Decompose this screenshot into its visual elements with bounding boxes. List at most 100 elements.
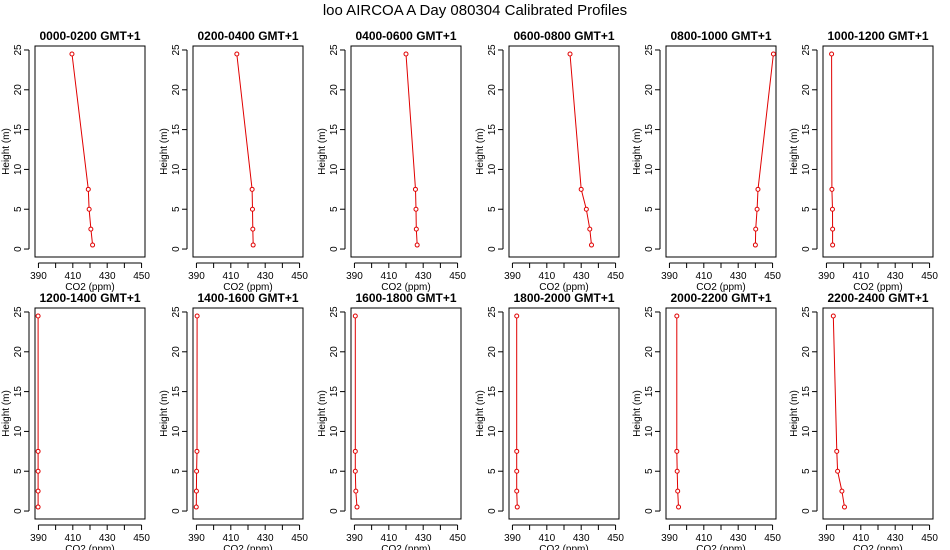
y-axis-label: Height (m) xyxy=(159,128,170,175)
y-tick-label: 20 xyxy=(644,84,655,96)
panel-title: 1200-1400 GMT+1 xyxy=(39,291,140,305)
data-point xyxy=(413,226,419,232)
data-point xyxy=(674,313,680,319)
y-tick-label: 20 xyxy=(329,84,340,96)
y-axis-label: Height (m) xyxy=(159,390,170,437)
data-point xyxy=(85,186,91,192)
y-tick-label: 10 xyxy=(329,163,340,175)
x-tick-label: 390 xyxy=(661,533,678,544)
profile-line xyxy=(831,53,834,246)
x-tick-label: 410 xyxy=(64,533,81,544)
x-tick-label: 430 xyxy=(573,533,590,544)
x-tick-label: 390 xyxy=(504,533,521,544)
y-tick-label: 10 xyxy=(644,163,655,175)
x-tick-label: 390 xyxy=(188,533,205,544)
figure-title: loo AIRCOA A Day 080304 Calibrated Profi… xyxy=(322,2,628,19)
panel-title: 1000-1200 GMT+1 xyxy=(827,29,928,43)
data-point xyxy=(88,226,94,232)
x-tick-label: 450 xyxy=(921,271,938,282)
y-tick-label: 15 xyxy=(487,124,498,136)
y-tick-label: 25 xyxy=(329,44,340,56)
x-tick-label: 410 xyxy=(64,271,81,282)
y-tick-label: 15 xyxy=(171,124,182,136)
profile-panel-5: 0800-1000 GMT+1 390 410 430 450 CO2 (ppm) 0 5 10… xyxy=(632,29,781,293)
x-tick-label: 430 xyxy=(887,271,904,282)
data-point xyxy=(770,51,776,57)
x-tick-label: 390 xyxy=(30,533,47,544)
y-axis-label: Height (m) xyxy=(1,128,12,175)
y-tick-label: 20 xyxy=(171,346,182,358)
y-tick-label: 25 xyxy=(329,306,340,318)
x-axis-label: CO2 (ppm) xyxy=(696,544,745,550)
data-point xyxy=(249,206,255,212)
y-tick-label: 25 xyxy=(13,44,24,56)
data-point xyxy=(841,504,847,510)
data-point xyxy=(35,488,41,494)
data-point xyxy=(834,448,840,454)
y-tick-label: 25 xyxy=(644,306,655,318)
y-tick-label: 10 xyxy=(487,163,498,175)
y-tick-label: 5 xyxy=(171,206,182,212)
data-point xyxy=(352,448,358,454)
data-point xyxy=(587,226,593,232)
y-tick-label: 0 xyxy=(487,508,498,514)
x-tick-label: 390 xyxy=(346,271,363,282)
y-tick-label: 5 xyxy=(13,206,24,212)
data-point xyxy=(514,488,520,494)
data-point xyxy=(830,226,836,232)
y-tick-label: 15 xyxy=(13,386,24,398)
data-point xyxy=(35,448,41,454)
x-tick-label: 450 xyxy=(133,271,150,282)
y-tick-label: 15 xyxy=(487,386,498,398)
x-axis-label: CO2 (ppm) xyxy=(223,282,272,293)
profile-panel-9: 1600-1800 GMT+1 390 410 430 450 CO2 (ppm) 0 5 10… xyxy=(317,291,466,550)
x-tick-label: 450 xyxy=(449,533,466,544)
data-point xyxy=(69,51,75,57)
profile-line xyxy=(71,53,94,246)
x-tick-label: 390 xyxy=(661,271,678,282)
y-axis-label: Height (m) xyxy=(789,128,800,175)
x-axis-label: CO2 (ppm) xyxy=(539,544,588,550)
x-tick-label: 390 xyxy=(504,271,521,282)
data-point xyxy=(35,313,41,319)
y-tick-label: 0 xyxy=(329,508,340,514)
x-axis-label: CO2 (ppm) xyxy=(853,282,902,293)
y-tick-label: 10 xyxy=(487,425,498,437)
x-tick-label: 430 xyxy=(257,533,274,544)
data-point xyxy=(90,242,96,248)
data-point xyxy=(830,313,836,319)
x-tick-label: 450 xyxy=(921,533,938,544)
y-tick-label: 15 xyxy=(644,124,655,136)
x-tick-label: 410 xyxy=(538,271,555,282)
x-tick-label: 430 xyxy=(887,533,904,544)
x-tick-label: 410 xyxy=(222,533,239,544)
data-point xyxy=(35,468,41,474)
x-axis-label: CO2 (ppm) xyxy=(381,282,430,293)
y-tick-label: 5 xyxy=(801,468,812,474)
data-point xyxy=(835,468,841,474)
profile-panel-3: 0400-0600 GMT+1 390 410 430 450 CO2 (ppm) 0 5 10… xyxy=(317,29,466,293)
data-point xyxy=(352,468,358,474)
y-axis-label: Height (m) xyxy=(475,128,486,175)
panel-title: 0800-1000 GMT+1 xyxy=(670,29,771,43)
profile-panel-4: 0600-0800 GMT+1 390 410 430 450 CO2 (ppm) 0 5 10… xyxy=(475,29,624,293)
y-axis-label: Height (m) xyxy=(317,128,328,175)
x-axis-label: CO2 (ppm) xyxy=(223,544,272,550)
x-tick-label: 450 xyxy=(607,533,624,544)
data-point xyxy=(829,206,835,212)
data-point xyxy=(194,468,200,474)
y-tick-label: 20 xyxy=(801,346,812,358)
x-tick-label: 450 xyxy=(133,533,150,544)
y-tick-label: 10 xyxy=(13,425,24,437)
y-axis-label: Height (m) xyxy=(1,390,12,437)
profile-line xyxy=(516,316,518,508)
x-tick-label: 450 xyxy=(291,533,308,544)
y-tick-label: 25 xyxy=(487,44,498,56)
data-point xyxy=(413,206,419,212)
x-tick-label: 430 xyxy=(730,533,747,544)
data-point xyxy=(752,242,758,248)
y-tick-label: 5 xyxy=(644,206,655,212)
y-tick-label: 0 xyxy=(171,508,182,514)
data-point xyxy=(578,186,584,192)
y-tick-label: 5 xyxy=(801,206,812,212)
